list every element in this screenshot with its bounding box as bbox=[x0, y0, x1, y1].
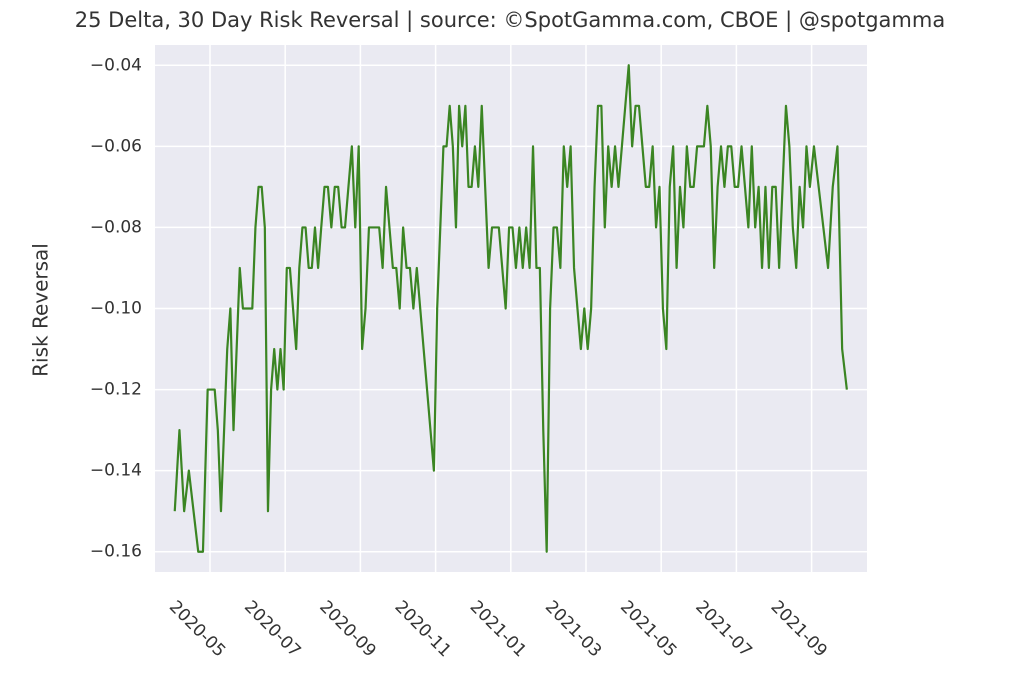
x-tick-label: 2020-05 bbox=[165, 597, 229, 661]
x-tick-label: 2021-01 bbox=[466, 597, 530, 661]
y-tick-label: −0.16 bbox=[90, 542, 142, 562]
x-tick-label: 2021-05 bbox=[616, 597, 680, 661]
y-axis-label: Risk Reversal bbox=[29, 243, 53, 377]
x-tick-label: 2021-03 bbox=[541, 597, 605, 661]
y-tick-label: −0.04 bbox=[90, 55, 142, 75]
y-tick-label: −0.08 bbox=[90, 217, 142, 237]
y-tick-label: −0.14 bbox=[90, 461, 142, 481]
chart-title: 25 Delta, 30 Day Risk Reversal | source:… bbox=[75, 8, 945, 33]
x-tick-label: 2020-09 bbox=[315, 597, 379, 661]
y-tick-label: −0.12 bbox=[90, 380, 142, 400]
y-tick-label: −0.06 bbox=[90, 136, 142, 156]
x-tick-label: 2020-07 bbox=[240, 597, 304, 661]
x-tick-label: 2021-07 bbox=[691, 597, 755, 661]
y-tick-label: −0.10 bbox=[90, 299, 142, 319]
x-tick-label: 2020-11 bbox=[391, 597, 455, 661]
data-line bbox=[173, 64, 848, 553]
x-tick-label: 2021-09 bbox=[767, 597, 831, 661]
